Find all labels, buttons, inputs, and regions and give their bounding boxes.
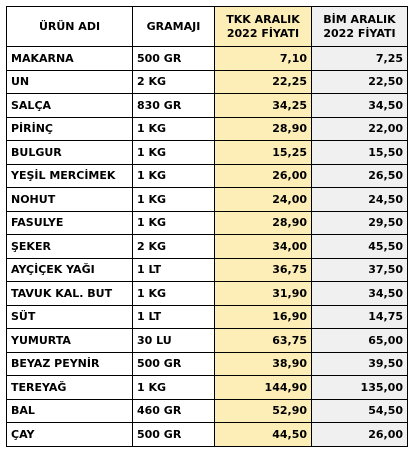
cell-product-name: PİRİNÇ bbox=[6, 116, 133, 141]
cell-bim-price: 54,50 bbox=[311, 398, 408, 423]
cell-tkk-price: 16,90 bbox=[214, 304, 312, 329]
cell-bim-price: 26,50 bbox=[311, 163, 408, 188]
table-row: SALÇA 830 GR 34,25 34,50 bbox=[6, 93, 408, 118]
cell-weight: 1 KG bbox=[132, 140, 215, 165]
cell-product-name: BULGUR bbox=[6, 140, 133, 165]
cell-product-name: TAVUK KAL. BUT bbox=[6, 281, 133, 306]
header-bim-line1: BİM ARALIK bbox=[323, 12, 396, 26]
table-row: NOHUT 1 KG 24,00 24,50 bbox=[6, 187, 408, 212]
cell-product-name: YEŞİL MERCİMEK bbox=[6, 163, 133, 188]
cell-weight: 1 KG bbox=[132, 163, 215, 188]
cell-product-name: TEREYAĞ bbox=[6, 375, 133, 400]
cell-tkk-price: 28,90 bbox=[214, 210, 312, 235]
cell-product-name: BAL bbox=[6, 398, 133, 423]
table-row: ÇAY 500 GR 44,50 26,00 bbox=[6, 422, 408, 447]
table-row: BULGUR 1 KG 15,25 15,50 bbox=[6, 140, 408, 165]
cell-tkk-price: 22,25 bbox=[214, 69, 312, 94]
cell-weight: 460 GR bbox=[132, 398, 215, 423]
cell-tkk-price: 38,90 bbox=[214, 351, 312, 376]
cell-bim-price: 37,50 bbox=[311, 257, 408, 282]
header-bim-line2: 2022 FİYATI bbox=[323, 26, 396, 40]
table-row: UN 2 KG 22,25 22,50 bbox=[6, 69, 408, 94]
table-row: YUMURTA 30 LU 63,75 65,00 bbox=[6, 328, 408, 353]
cell-bim-price: 34,50 bbox=[311, 93, 408, 118]
cell-product-name: MAKARNA bbox=[6, 46, 133, 71]
cell-product-name: YUMURTA bbox=[6, 328, 133, 353]
header-row: ÜRÜN ADI GRAMAJI TKK ARALIK 2022 FİYATI … bbox=[6, 6, 408, 47]
table-row: BEYAZ PEYNİR 500 GR 38,90 39,50 bbox=[6, 351, 408, 376]
cell-product-name: AYÇİÇEK YAĞI bbox=[6, 257, 133, 282]
cell-weight: 1 KG bbox=[132, 210, 215, 235]
cell-product-name: SALÇA bbox=[6, 93, 133, 118]
cell-weight: 830 GR bbox=[132, 93, 215, 118]
cell-tkk-price: 26,00 bbox=[214, 163, 312, 188]
cell-product-name: BEYAZ PEYNİR bbox=[6, 351, 133, 376]
cell-product-name: UN bbox=[6, 69, 133, 94]
cell-weight: 1 LT bbox=[132, 257, 215, 282]
table-row: TEREYAĞ 1 KG 144,90 135,00 bbox=[6, 375, 408, 400]
cell-bim-price: 14,75 bbox=[311, 304, 408, 329]
cell-product-name: FASULYE bbox=[6, 210, 133, 235]
header-tkk-line1: TKK ARALIK bbox=[226, 12, 300, 26]
table-row: YEŞİL MERCİMEK 1 KG 26,00 26,50 bbox=[6, 163, 408, 188]
table-row: AYÇİÇEK YAĞI 1 LT 36,75 37,50 bbox=[6, 257, 408, 282]
cell-bim-price: 65,00 bbox=[311, 328, 408, 353]
cell-product-name: SÜT bbox=[6, 304, 133, 329]
cell-tkk-price: 15,25 bbox=[214, 140, 312, 165]
cell-weight: 2 KG bbox=[132, 234, 215, 259]
cell-bim-price: 22,50 bbox=[311, 69, 408, 94]
cell-weight: 1 LT bbox=[132, 304, 215, 329]
cell-bim-price: 7,25 bbox=[311, 46, 408, 71]
header-bim-price: BİM ARALIK 2022 FİYATI bbox=[311, 6, 408, 47]
cell-tkk-price: 34,25 bbox=[214, 93, 312, 118]
cell-tkk-price: 144,90 bbox=[214, 375, 312, 400]
cell-tkk-price: 31,90 bbox=[214, 281, 312, 306]
cell-bim-price: 135,00 bbox=[311, 375, 408, 400]
cell-weight: 1 KG bbox=[132, 375, 215, 400]
table-row: FASULYE 1 KG 28,90 29,50 bbox=[6, 210, 408, 235]
cell-bim-price: 39,50 bbox=[311, 351, 408, 376]
header-product-name: ÜRÜN ADI bbox=[6, 6, 133, 47]
cell-bim-price: 34,50 bbox=[311, 281, 408, 306]
cell-bim-price: 15,50 bbox=[311, 140, 408, 165]
cell-tkk-price: 63,75 bbox=[214, 328, 312, 353]
table-row: ŞEKER 2 KG 34,00 45,50 bbox=[6, 234, 408, 259]
cell-weight: 1 KG bbox=[132, 281, 215, 306]
cell-bim-price: 26,00 bbox=[311, 422, 408, 447]
table-row: PİRİNÇ 1 KG 28,90 22,00 bbox=[6, 116, 408, 141]
price-table: ÜRÜN ADI GRAMAJI TKK ARALIK 2022 FİYATI … bbox=[6, 6, 408, 447]
cell-tkk-price: 24,00 bbox=[214, 187, 312, 212]
cell-tkk-price: 44,50 bbox=[214, 422, 312, 447]
header-weight: GRAMAJI bbox=[132, 6, 215, 47]
cell-product-name: ÇAY bbox=[6, 422, 133, 447]
cell-weight: 30 LU bbox=[132, 328, 215, 353]
cell-product-name: NOHUT bbox=[6, 187, 133, 212]
table-row: MAKARNA 500 GR 7,10 7,25 bbox=[6, 46, 408, 71]
header-tkk-line2: 2022 FİYATI bbox=[226, 26, 300, 40]
cell-weight: 500 GR bbox=[132, 422, 215, 447]
cell-product-name: ŞEKER bbox=[6, 234, 133, 259]
cell-weight: 1 KG bbox=[132, 187, 215, 212]
table-row: BAL 460 GR 52,90 54,50 bbox=[6, 398, 408, 423]
cell-bim-price: 45,50 bbox=[311, 234, 408, 259]
cell-tkk-price: 52,90 bbox=[214, 398, 312, 423]
cell-weight: 500 GR bbox=[132, 46, 215, 71]
cell-bim-price: 29,50 bbox=[311, 210, 408, 235]
table-body: MAKARNA 500 GR 7,10 7,25 UN 2 KG 22,25 22,50 SAL… bbox=[6, 46, 408, 447]
cell-tkk-price: 7,10 bbox=[214, 46, 312, 71]
table-row: SÜT 1 LT 16,90 14,75 bbox=[6, 304, 408, 329]
cell-weight: 500 GR bbox=[132, 351, 215, 376]
cell-bim-price: 22,00 bbox=[311, 116, 408, 141]
cell-weight: 1 KG bbox=[132, 116, 215, 141]
cell-weight: 2 KG bbox=[132, 69, 215, 94]
header-tkk-price: TKK ARALIK 2022 FİYATI bbox=[214, 6, 312, 47]
table-row: TAVUK KAL. BUT 1 KG 31,90 34,50 bbox=[6, 281, 408, 306]
cell-tkk-price: 34,00 bbox=[214, 234, 312, 259]
cell-tkk-price: 36,75 bbox=[214, 257, 312, 282]
cell-bim-price: 24,50 bbox=[311, 187, 408, 212]
cell-tkk-price: 28,90 bbox=[214, 116, 312, 141]
